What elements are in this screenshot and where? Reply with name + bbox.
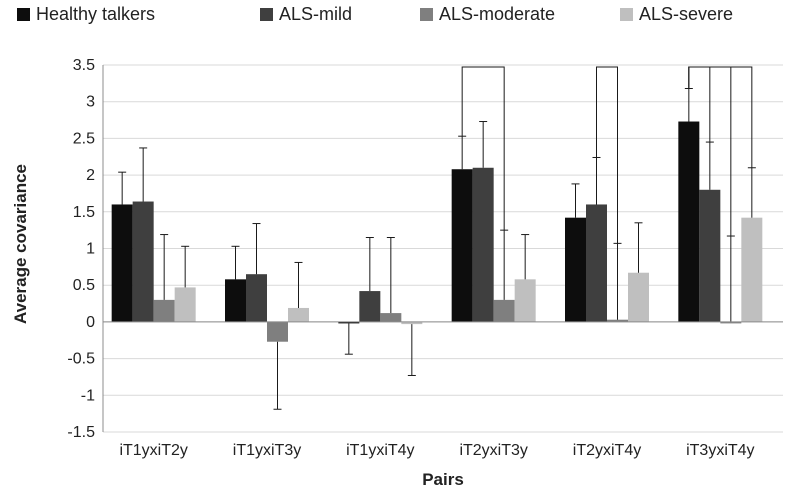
bar (451, 169, 473, 322)
bar (338, 321, 360, 324)
bar (472, 167, 494, 322)
y-tick-label: 2 (86, 167, 95, 184)
bar (401, 321, 423, 325)
bar (586, 204, 607, 322)
legend-swatch (17, 8, 30, 21)
bar (225, 279, 246, 322)
y-tick-label: 2.5 (73, 130, 95, 147)
bar (699, 189, 721, 322)
y-tick-label: -0.5 (67, 351, 95, 368)
x-axis-title: Pairs (422, 470, 464, 489)
bar (132, 201, 154, 322)
significance-bracket (461, 66, 505, 231)
error-bars (118, 87, 756, 410)
y-tick-label: -1.5 (67, 424, 95, 441)
bar (174, 287, 196, 322)
gridlines (103, 64, 783, 433)
legend-swatch (420, 8, 433, 21)
y-axis-title: Average covariance (11, 164, 30, 324)
bar (267, 321, 288, 342)
bar (246, 274, 267, 322)
bar (607, 319, 628, 322)
legend-label: ALS-moderate (439, 4, 555, 24)
bar (565, 217, 586, 322)
bar (678, 121, 700, 322)
axes: 3.5 3 2.5 2 1.5 1 0.5 0 -0.5 -1 -1.5 iT1yxiT2y iT1yx… (67, 57, 783, 459)
x-tick-label: iT1yxiT3y (233, 442, 301, 459)
legend-swatch (620, 8, 633, 21)
significance-bracket (596, 66, 618, 244)
legend-label: Healthy talkers (36, 4, 155, 24)
y-tick-label: 1.5 (73, 204, 95, 221)
legend-label: ALS-severe (639, 4, 733, 24)
bar (514, 279, 536, 322)
bar (359, 291, 381, 322)
bar (493, 299, 515, 322)
y-tick-label: 0 (86, 314, 95, 331)
y-tick-label: 3 (86, 94, 95, 111)
bar (741, 217, 763, 322)
y-tick-label: 3.5 (73, 57, 95, 74)
y-tick-label: 0.5 (73, 277, 95, 294)
y-tick-label: -1 (81, 387, 95, 404)
x-tick-label: iT1yxiT2y (119, 442, 187, 459)
legend-swatch (260, 8, 273, 21)
x-tick-label: iT1yxiT4y (346, 442, 414, 459)
significance-bracket (688, 66, 753, 168)
bar (628, 272, 649, 322)
legend-label: ALS-mild (279, 4, 352, 24)
x-tick-label: iT2yxiT3y (459, 442, 527, 459)
bars (111, 121, 763, 342)
x-tick-label: iT2yxiT4y (573, 442, 641, 459)
x-tick-label: iT3yxiT4y (686, 442, 754, 459)
y-tick-label: 1 (86, 241, 95, 258)
bar (720, 321, 742, 324)
bar (288, 307, 309, 322)
bar (153, 299, 175, 322)
legend: Healthy talkers ALS-mild ALS-moderate ALS-s… (17, 4, 733, 24)
bar (380, 313, 402, 322)
bar (111, 204, 133, 322)
significance-brackets (461, 66, 753, 244)
